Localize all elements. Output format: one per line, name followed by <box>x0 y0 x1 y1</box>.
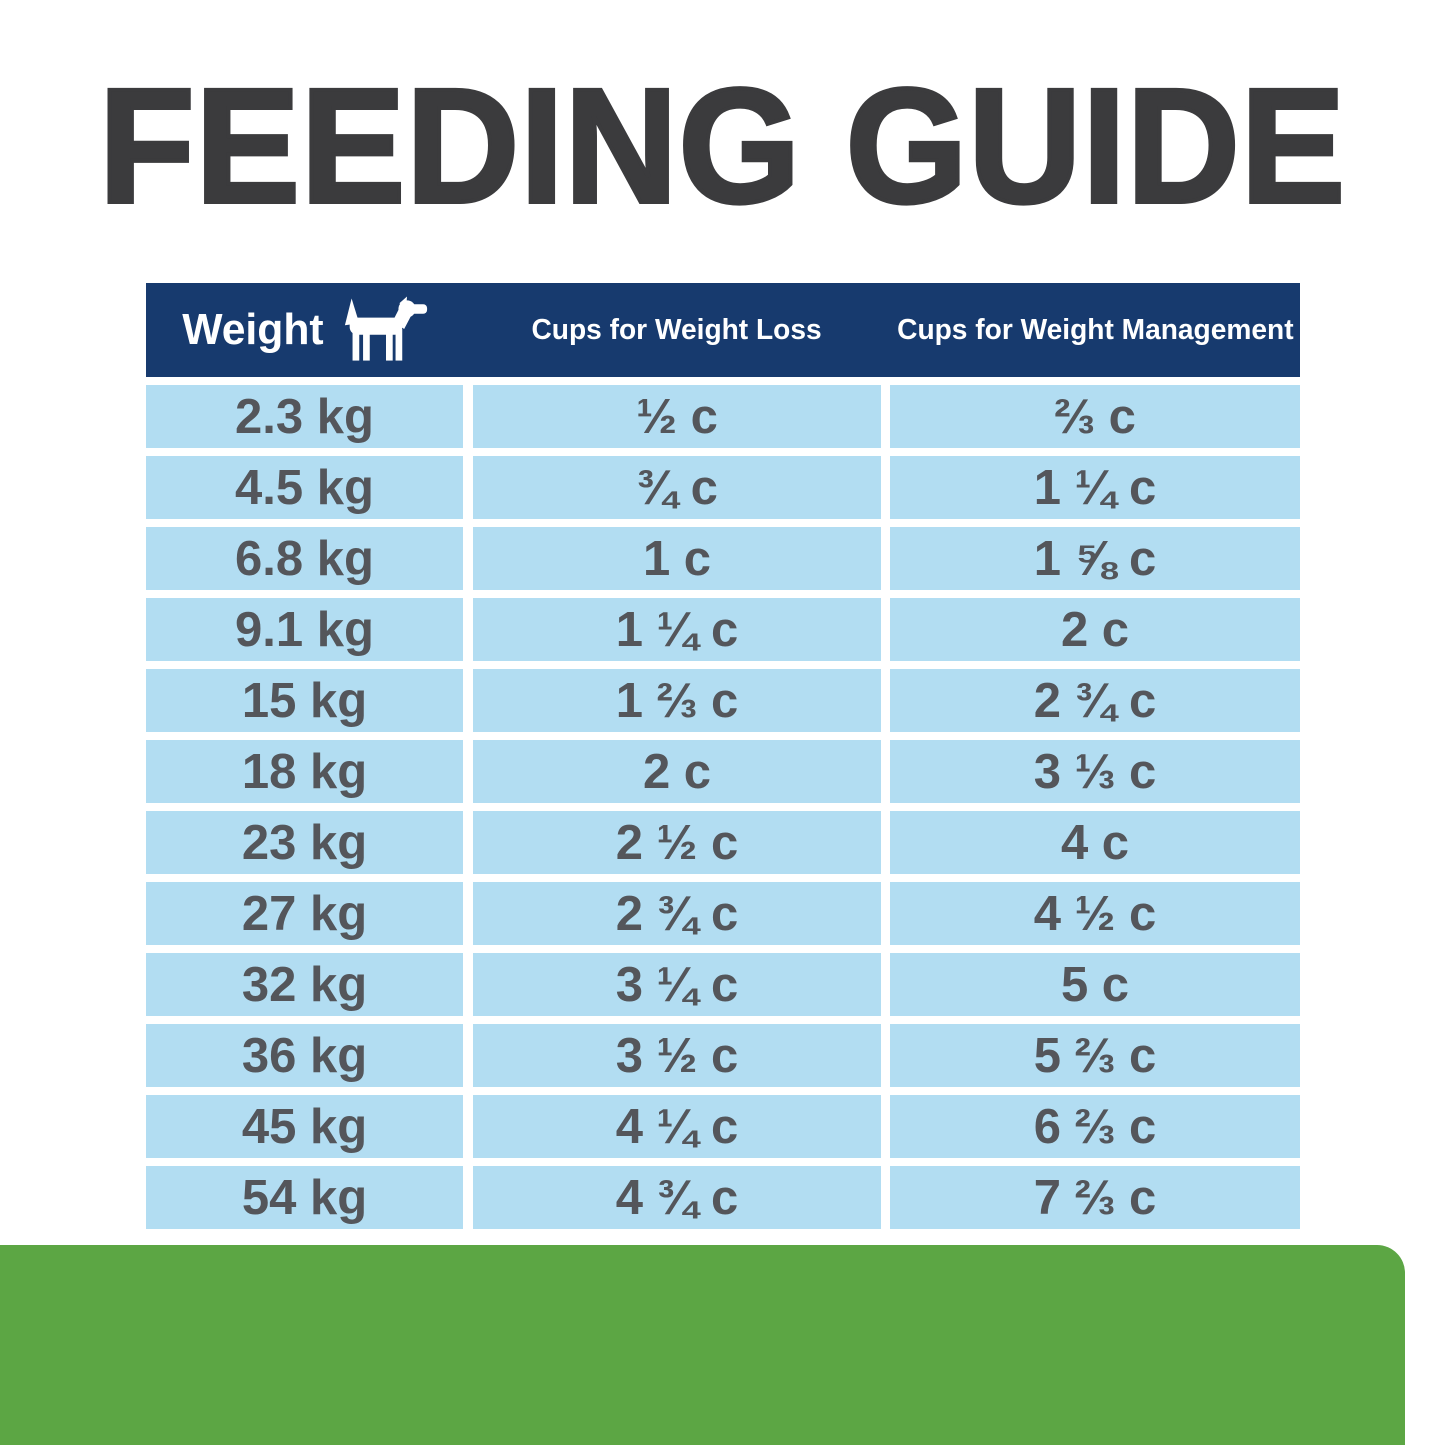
feeding-guide-table: Weight <box>146 283 1300 1229</box>
table-row: 15 kg 1 ⅔ c 2 ¾ c <box>146 669 1300 732</box>
cups-weight-loss-cell: 2 ¾ c <box>473 882 881 945</box>
cups-weight-loss-cell: 3 ½ c <box>473 1024 881 1087</box>
table-row: 9.1 kg 1 ¼ c 2 c <box>146 598 1300 661</box>
table-row: 18 kg 2 c 3 ⅓ c <box>146 740 1300 803</box>
table-row: 36 kg 3 ½ c 5 ⅔ c <box>146 1024 1300 1087</box>
cups-weight-management-cell: 3 ⅓ c <box>890 740 1300 803</box>
weight-cell: 23 kg <box>146 811 463 874</box>
cups-weight-management-cell: 1 ⅝ c <box>890 527 1300 590</box>
cups-weight-management-cell: 7 ⅔ c <box>890 1166 1300 1229</box>
table-row: 54 kg 4 ¾ c 7 ⅔ c <box>146 1166 1300 1229</box>
cups-weight-loss-cell: ¾ c <box>473 456 881 519</box>
table-row: 2.3 kg ½ c ⅔ c <box>146 385 1300 448</box>
cups-weight-loss-cell: ½ c <box>473 385 881 448</box>
cups-weight-loss-cell: 4 ¾ c <box>473 1166 881 1229</box>
table-header-row: Weight <box>146 283 1300 377</box>
table-row: 6.8 kg 1 c 1 ⅝ c <box>146 527 1300 590</box>
table-header-cups-weight-loss: Cups for Weight Loss <box>473 314 881 347</box>
table-row: 27 kg 2 ¾ c 4 ½ c <box>146 882 1300 945</box>
weight-cell: 54 kg <box>146 1166 463 1229</box>
page-title: FEEDING GUIDE <box>97 54 1347 237</box>
cups-weight-loss-column-label: Cups for Weight Loss <box>531 313 823 346</box>
footer-green-band <box>0 1245 1405 1445</box>
cups-weight-loss-cell: 3 ¼ c <box>473 953 881 1016</box>
cups-weight-management-cell: 5 c <box>890 953 1300 1016</box>
cups-weight-management-cell: 6 ⅔ c <box>890 1095 1300 1158</box>
weight-cell: 45 kg <box>146 1095 463 1158</box>
cups-weight-loss-cell: 2 ½ c <box>473 811 881 874</box>
cups-weight-loss-cell: 1 ¼ c <box>473 598 881 661</box>
weight-cell: 15 kg <box>146 669 463 732</box>
cups-weight-management-cell: 1 ¼ c <box>890 456 1300 519</box>
weight-cell: 18 kg <box>146 740 463 803</box>
cups-weight-loss-cell: 2 c <box>473 740 881 803</box>
table-row: 23 kg 2 ½ c 4 c <box>146 811 1300 874</box>
cups-weight-management-cell: 5 ⅔ c <box>890 1024 1300 1087</box>
cups-weight-management-column-label: Cups for Weight Management <box>896 313 1294 346</box>
table-row: 4.5 kg ¾ c 1 ¼ c <box>146 456 1300 519</box>
table-row: 32 kg 3 ¼ c 5 c <box>146 953 1300 1016</box>
cups-weight-loss-cell: 1 c <box>473 527 881 590</box>
table-header-weight: Weight <box>146 296 463 364</box>
table-row: 45 kg 4 ¼ c 6 ⅔ c <box>146 1095 1300 1158</box>
cups-weight-loss-cell: 1 ⅔ c <box>473 669 881 732</box>
weight-cell: 36 kg <box>146 1024 463 1087</box>
weight-cell: 6.8 kg <box>146 527 463 590</box>
cups-weight-management-cell: ⅔ c <box>890 385 1300 448</box>
cups-weight-management-cell: 2 ¾ c <box>890 669 1300 732</box>
cups-weight-loss-cell: 4 ¼ c <box>473 1095 881 1158</box>
weight-cell: 32 kg <box>146 953 463 1016</box>
dog-icon <box>343 296 429 364</box>
table-body: 2.3 kg ½ c ⅔ c 4.5 kg ¾ c 1 ¼ c 6.8 kg 1… <box>146 385 1300 1229</box>
cups-weight-management-cell: 4 c <box>890 811 1300 874</box>
weight-cell: 4.5 kg <box>146 456 463 519</box>
cups-weight-management-cell: 4 ½ c <box>890 882 1300 945</box>
table-header-cups-weight-management: Cups for Weight Management <box>890 314 1300 347</box>
weight-column-label: Weight <box>181 305 324 354</box>
weight-cell: 9.1 kg <box>146 598 463 661</box>
weight-cell: 2.3 kg <box>146 385 463 448</box>
weight-cell: 27 kg <box>146 882 463 945</box>
cups-weight-management-cell: 2 c <box>890 598 1300 661</box>
